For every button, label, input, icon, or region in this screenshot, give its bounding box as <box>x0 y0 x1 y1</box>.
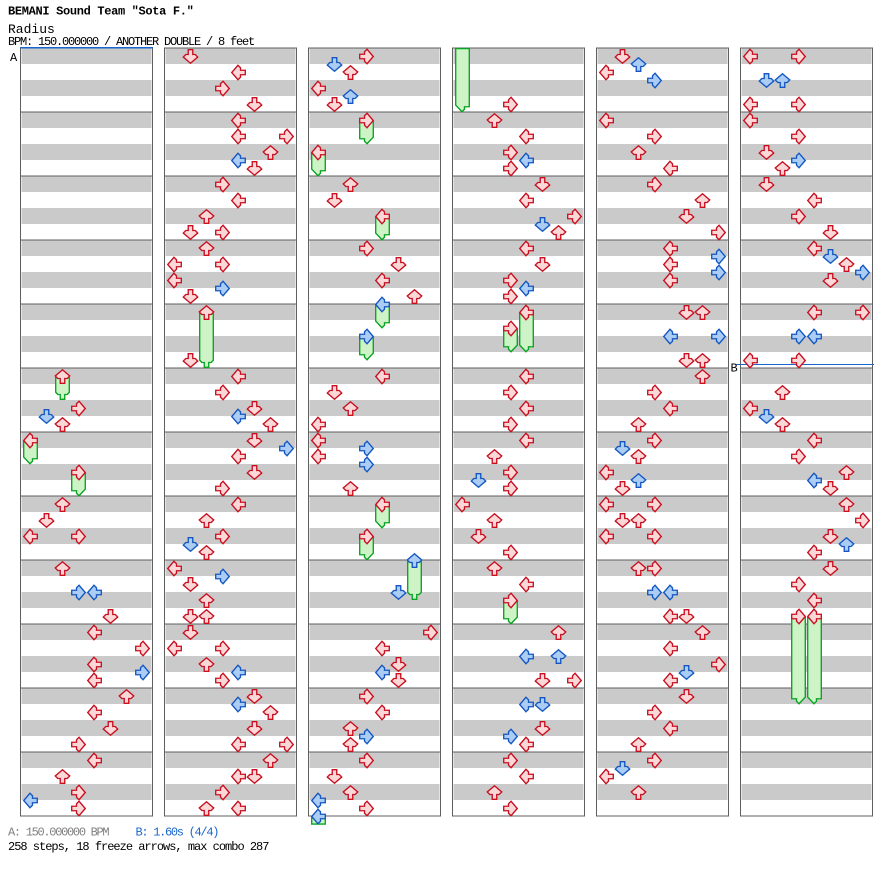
svg-text:BPM: 150.000000 / ANOTHER DOUB: BPM: 150.000000 / ANOTHER DOUBLE / 8 fee… <box>8 35 254 49</box>
svg-text:B: 1.60s (4/4): B: 1.60s (4/4) <box>136 826 219 840</box>
svg-text:B: B <box>731 362 738 376</box>
svg-text:BEMANI Sound Team "Sota F.": BEMANI Sound Team "Sota F." <box>8 5 194 19</box>
svg-text:258 steps, 18 freeze arrows, m: 258 steps, 18 freeze arrows, max combo 2… <box>8 840 269 854</box>
svg-text:A: 150.000000 BPM: A: 150.000000 BPM <box>8 826 109 840</box>
svg-text:Radius: Radius <box>8 22 55 37</box>
svg-text:A: A <box>10 51 18 65</box>
